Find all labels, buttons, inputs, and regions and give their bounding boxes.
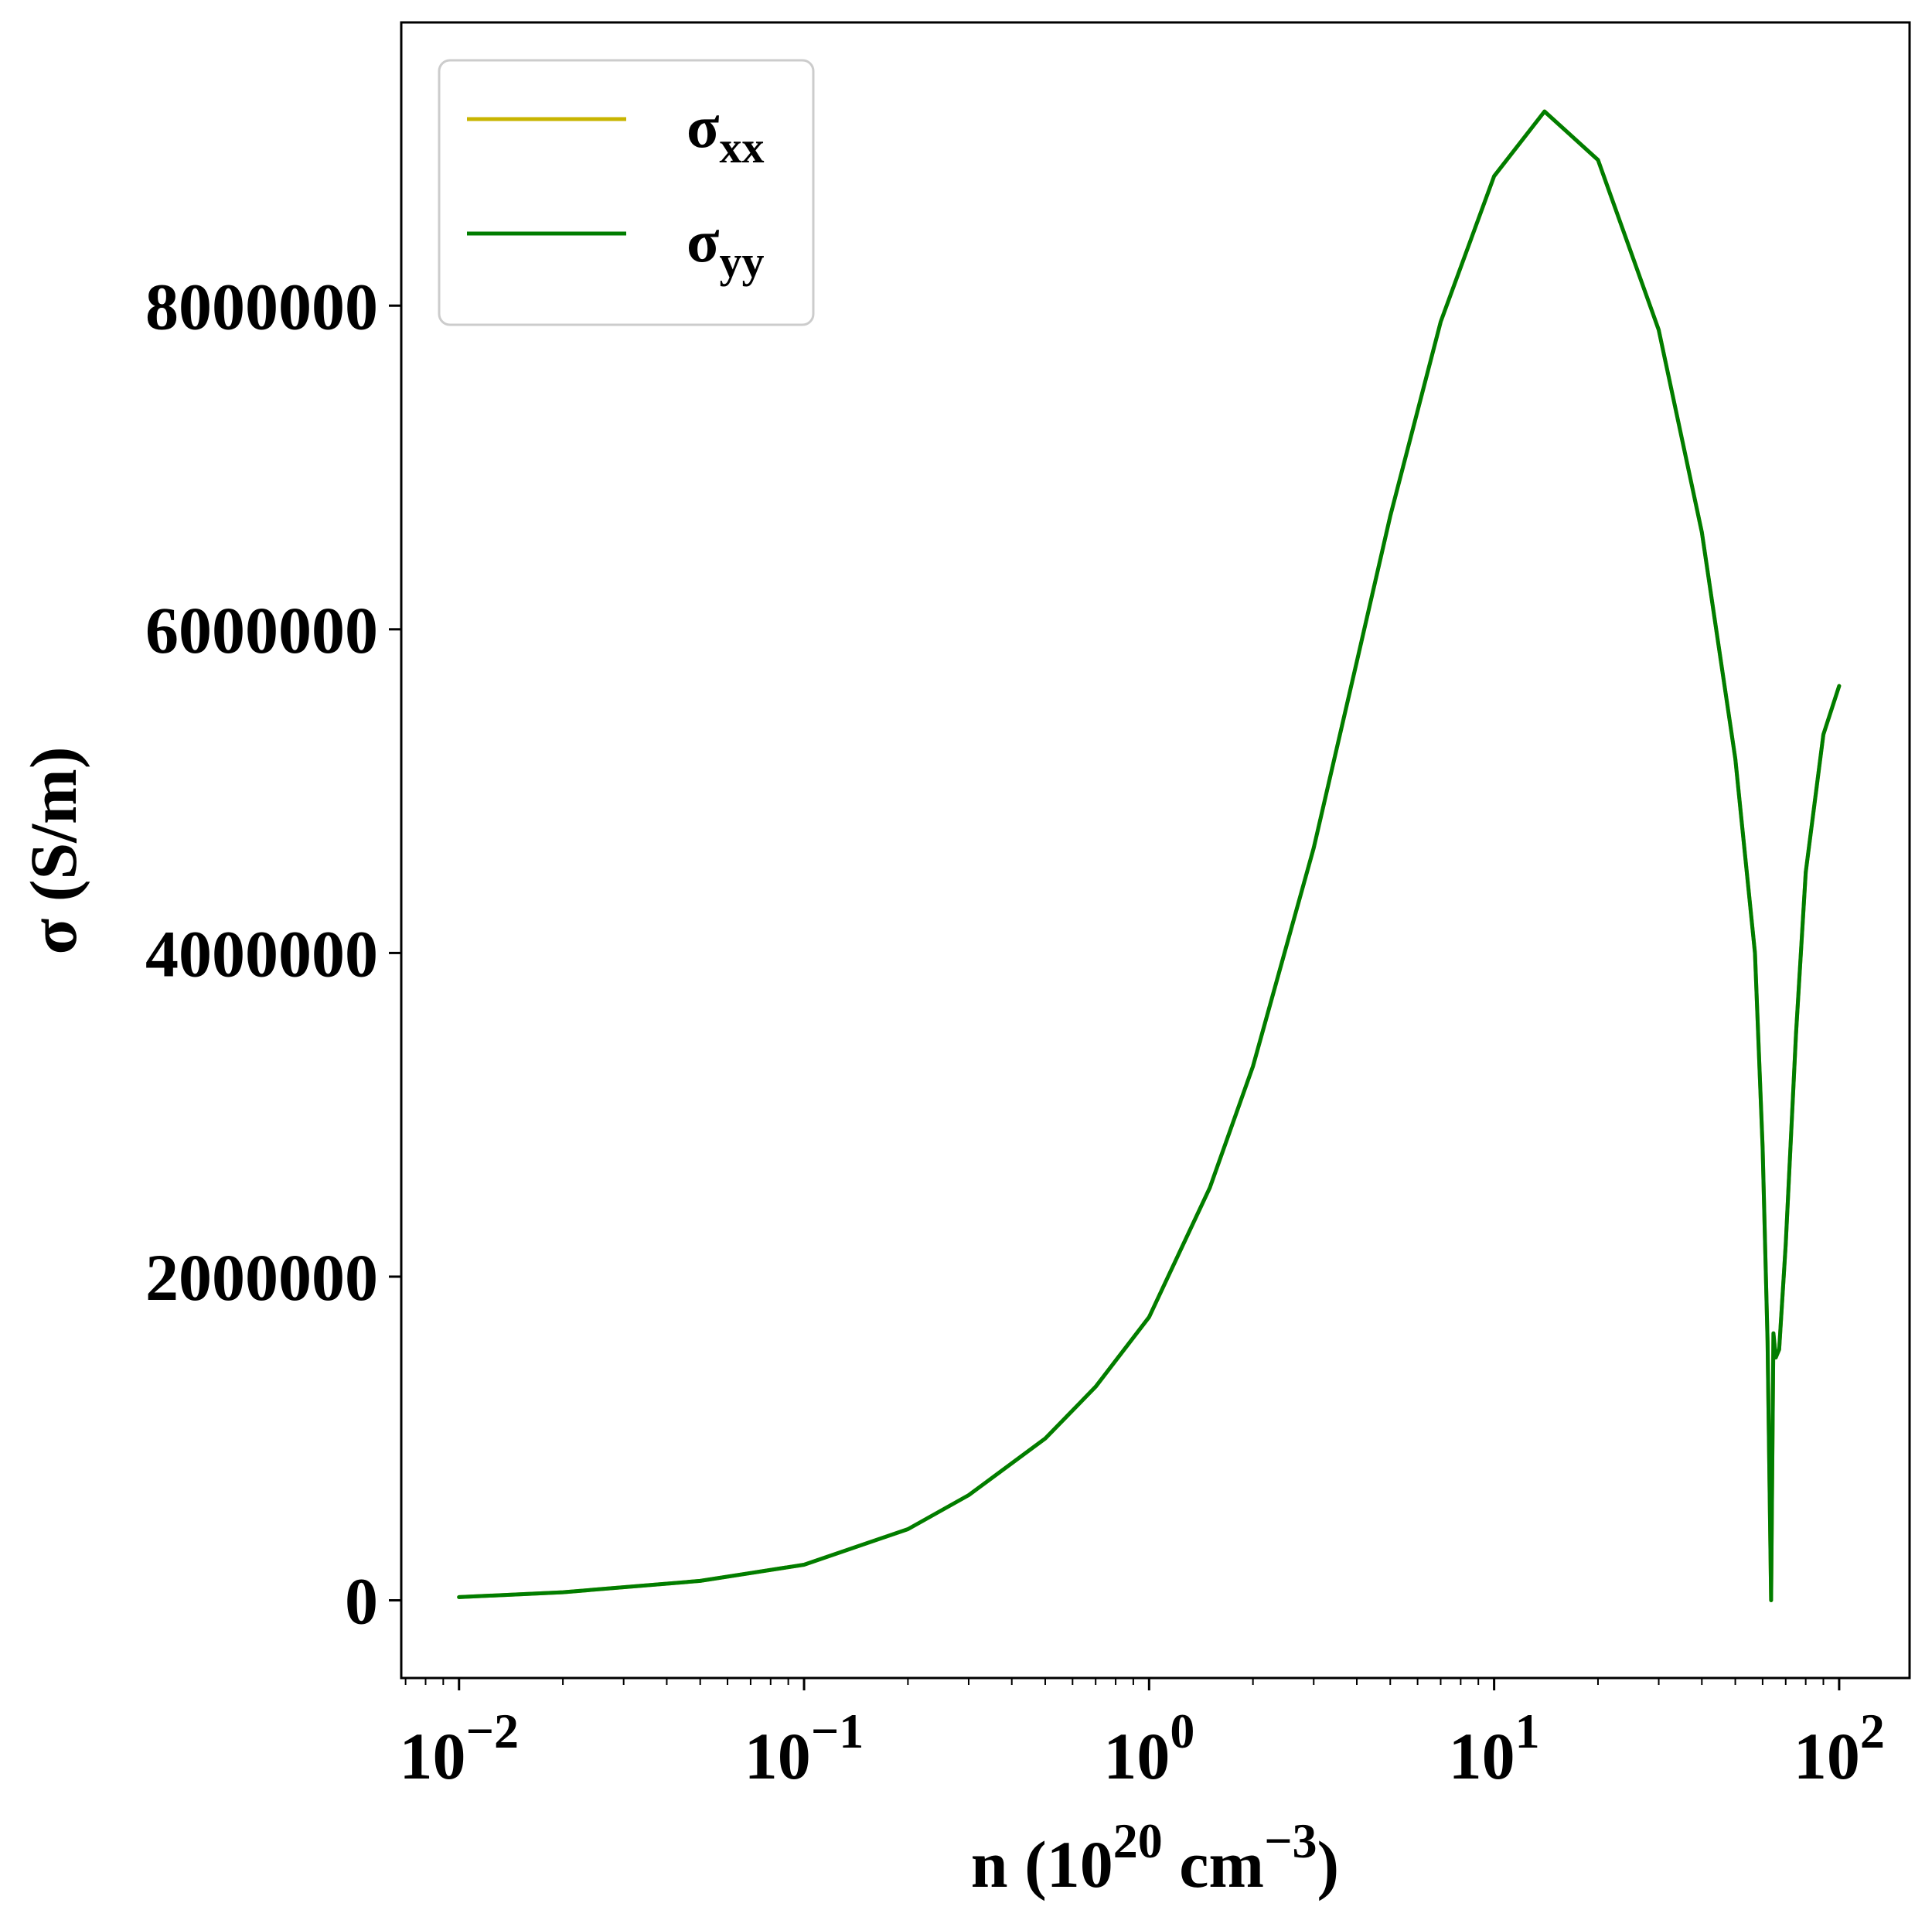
x-axis-title-end: ) bbox=[1317, 1827, 1340, 1901]
legend: σxx σyy bbox=[438, 59, 815, 326]
y-tick-label: 8000000 bbox=[145, 269, 378, 343]
x-tick-label-exp: 1 bbox=[1515, 1704, 1540, 1758]
legend-label-sigma-yy-main: σ bbox=[687, 207, 719, 275]
y-tick-label: 2000000 bbox=[145, 1240, 378, 1315]
x-tick-label-exp: −2 bbox=[466, 1704, 519, 1758]
x-tick-label-base: 10 bbox=[745, 1719, 811, 1793]
x-axis-title-main: n (10 bbox=[971, 1827, 1113, 1901]
y-axis-title: σ (S/m) bbox=[16, 747, 90, 955]
x-tick-label: 10−1 bbox=[745, 1704, 864, 1793]
plot-frame bbox=[400, 21, 1911, 1680]
x-tick-label-base: 10 bbox=[1794, 1719, 1860, 1793]
x-tick-label: 101 bbox=[1449, 1704, 1540, 1793]
legend-label-sigma-xx: σxx bbox=[687, 93, 764, 172]
x-tick-label-exp: 2 bbox=[1860, 1704, 1885, 1758]
y-axis-ticks: 0 2000000 4000000 6000000 8000000 bbox=[145, 269, 401, 1639]
legend-label-sigma-yy: σyy bbox=[687, 207, 764, 287]
x-axis-title-exp1: 20 bbox=[1113, 1813, 1163, 1868]
y-tick-label: 4000000 bbox=[145, 916, 378, 991]
x-axis-title: n (1020 cm−3) bbox=[971, 1813, 1339, 1901]
series-layer bbox=[457, 109, 1842, 1602]
x-tick-label-exp: −1 bbox=[811, 1704, 864, 1758]
x-tick-label-base: 10 bbox=[1449, 1719, 1515, 1793]
legend-label-sigma-xx-main: σ bbox=[687, 93, 719, 160]
x-tick-label-base: 10 bbox=[1103, 1719, 1170, 1793]
x-axis-ticks: 10−2 10−1 100 101 102 bbox=[400, 1678, 1885, 1793]
x-tick-label-base: 10 bbox=[400, 1719, 466, 1793]
y-tick-label: 0 bbox=[345, 1564, 378, 1639]
legend-label-sigma-yy-sub: yy bbox=[719, 237, 764, 287]
legend-box bbox=[438, 59, 815, 326]
x-tick-label: 100 bbox=[1103, 1704, 1194, 1793]
legend-label-sigma-xx-sub: xx bbox=[719, 122, 764, 172]
x-tick-label: 102 bbox=[1794, 1704, 1885, 1793]
x-axis-title-mid: cm bbox=[1163, 1827, 1264, 1901]
series-line-yy bbox=[457, 109, 1842, 1602]
y-tick-label: 6000000 bbox=[145, 593, 378, 667]
x-tick-label-exp: 0 bbox=[1170, 1704, 1194, 1758]
x-axis-title-exp2: −3 bbox=[1264, 1813, 1317, 1868]
x-tick-label: 10−2 bbox=[400, 1704, 519, 1793]
